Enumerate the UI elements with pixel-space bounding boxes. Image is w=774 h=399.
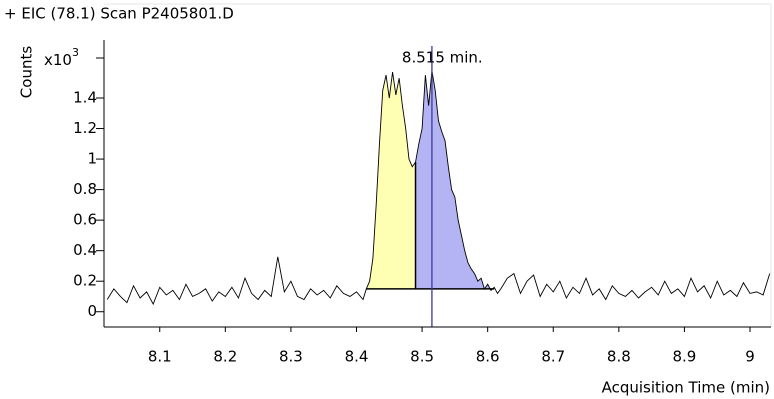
x-tick-label: 8.1 [148,348,172,366]
y-multiplier-exponent: 3 [72,46,79,59]
peak-area [415,70,495,291]
y-tick-label: 0.2 [73,272,97,290]
x-tick-label: 8.4 [345,348,369,366]
x-tick-label: 8.9 [672,348,696,366]
x-tick-label: 8.5 [410,348,434,366]
y-tick-label: 0 [87,302,97,320]
marker-label: 8.515 min. [402,49,483,67]
trace-line [106,70,771,306]
chart-title: + EIC (78.1) Scan P2405801.D [4,5,234,23]
x-tick-label: 8.6 [476,348,500,366]
y-tick-label: 0.4 [73,241,97,259]
y-tick-label: 1 [87,150,97,168]
x-tick-label: 8.2 [213,348,237,366]
y-axis-label: Counts [18,46,36,99]
peak-area [366,72,416,289]
y-tick-label: 0.8 [73,180,97,198]
x-tick-label: 8.8 [607,348,631,366]
x-axis-label: Acquisition Time (min) [602,379,770,397]
y-multiplier: x103 [44,46,79,69]
x-tick-label: 9 [745,348,755,366]
y-tick-label: 1.2 [73,119,97,137]
x-tick-label: 8.3 [279,348,303,366]
y-multiplier-base: x10 [44,51,72,69]
x-tick-label: 8.7 [541,348,565,366]
y-tick-label: 1.4 [73,89,97,107]
y-tick-label: 0.6 [73,211,97,229]
